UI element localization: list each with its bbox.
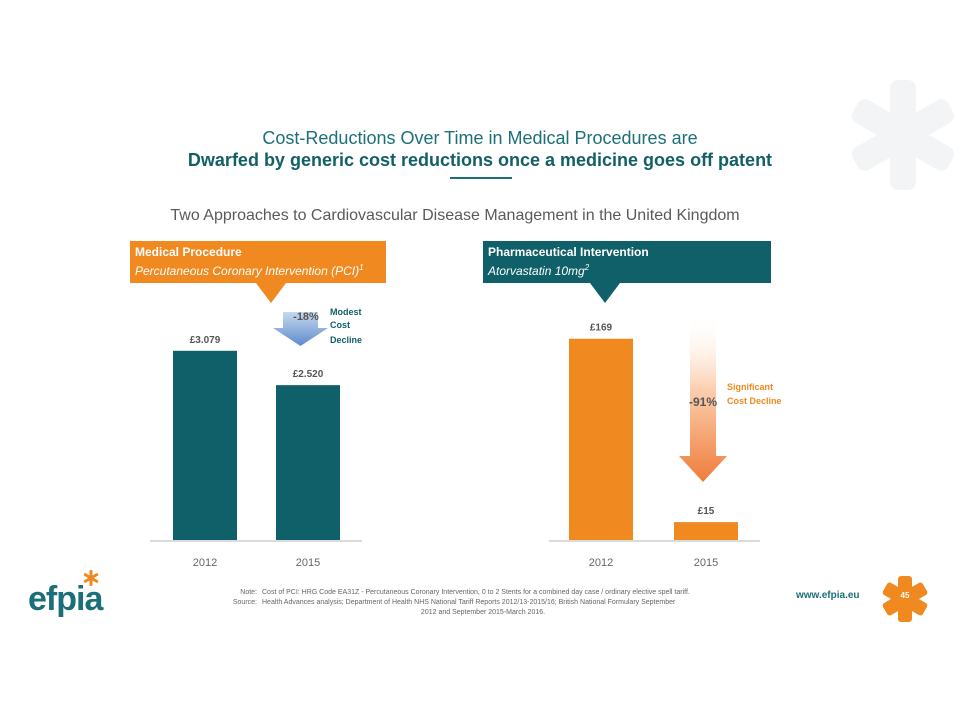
right-bar-2015 [674,522,738,540]
pharmaceutical-callout: Pharmaceutical Intervention Atorvastatin… [483,241,771,283]
source-text: Health Advances analysis; Department of … [262,599,676,606]
modest-note-line-3: Decline [330,335,362,345]
modest-decline-arrow-icon [273,312,328,346]
significant-note-line-2: Cost Decline [727,396,782,406]
pharmaceutical-heading: Pharmaceutical Intervention [488,245,649,259]
atorvastatin-label: Atorvastatin 10mg [488,264,585,278]
significant-decline-arrow-icon [679,312,727,482]
footnote-marker-2: 2 [584,263,590,272]
title-underline [450,177,512,179]
subtitle: Two Approaches to Cardiovascular Disease… [170,207,740,224]
background-star-icon [851,80,955,190]
page-number: 45 [900,591,910,600]
right-change-percent: -91% [689,395,717,409]
note-key: Note: [240,589,257,596]
medical-procedure-pointer [256,283,286,303]
left-category-label-2015: 2015 [296,557,320,569]
pci-label: Percutaneous Coronary Intervention (PCI) [135,264,360,278]
medical-procedure-callout: Medical Procedure Percutaneous Coronary … [130,241,386,283]
title-line-2: Dwarfed by generic cost reductions once … [187,150,773,170]
left-change-percent: -18% [293,311,319,323]
modest-note-line-2: Cost [330,320,350,330]
left-value-label-2015: £2.520 [293,369,324,380]
logo-star-icon [83,570,99,586]
footnote-marker-1: 1 [359,263,364,272]
note-text: Cost of PCI: HRG Code EA31Z - Percutaneo… [262,589,690,596]
right-value-label-2012: £169 [590,323,613,334]
website-link[interactable]: www.efpia.eu [796,590,860,601]
note-row: Note: Cost of PCI: HRG Code EA31Z - Perc… [228,588,738,598]
page-number-star-icon [882,576,928,622]
medical-procedure-subheading: Percutaneous Coronary Intervention (PCI)… [130,260,386,279]
left-bar-2015 [276,385,340,540]
footnotes: Note: Cost of PCI: HRG Code EA31Z - Perc… [228,588,738,618]
modest-note-line-1: Modest [330,307,362,317]
source-key: Source: [232,599,257,606]
right-value-label-2015: £15 [698,506,715,517]
source-text-continued: 2012 and September 2015-March 2016. [420,609,546,616]
significant-note-line-1: Significant [727,382,773,392]
left-category-label-2012: 2012 [193,557,217,569]
title-line-1: Cost-Reductions Over Time in Medical Pro… [262,128,698,148]
right-bar-2012 [569,338,633,540]
pharmaceutical-pointer [590,283,620,303]
left-bar-2012 [173,350,237,540]
efpia-logo: efpia [28,580,103,618]
left-value-label-2012: £3.079 [190,335,221,346]
right-category-label-2015: 2015 [694,557,718,569]
source-row: Source: Health Advances analysis; Depart… [228,598,738,608]
right-category-label-2012: 2012 [589,557,613,569]
pharmaceutical-subheading: Atorvastatin 10mg2 [483,260,771,279]
medical-procedure-heading: Medical Procedure [135,245,242,259]
